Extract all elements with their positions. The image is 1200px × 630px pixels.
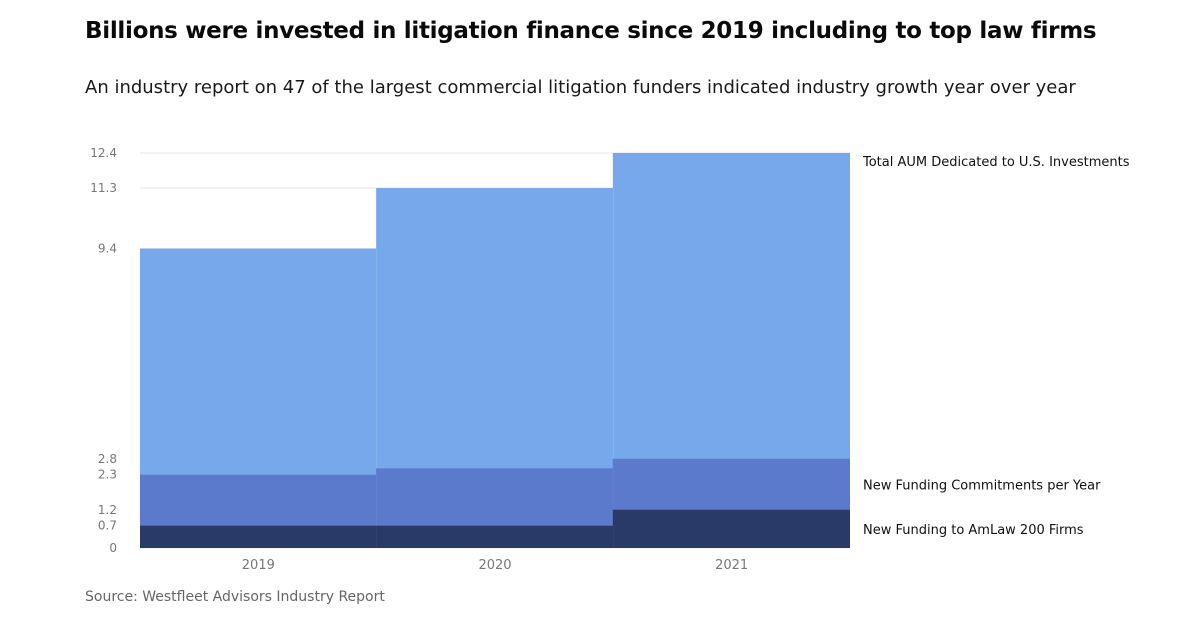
x-tick-label: 2021	[715, 558, 748, 573]
y-tick-label: 0.7	[98, 519, 117, 533]
y-tick-label: 2.3	[98, 468, 117, 482]
y-tick-label: 2.8	[98, 452, 117, 466]
series-new-commitments-label: New Funding Commitments per Year	[863, 478, 1101, 493]
series-total-aum-label: Total AUM Dedicated to U.S. Investments	[862, 155, 1130, 170]
y-tick-label: 1.2	[98, 503, 117, 517]
source-note: Source: Westfleet Advisors Industry Repo…	[85, 589, 385, 605]
series-amlaw-funding-label: New Funding to AmLaw 200 Firms	[863, 523, 1084, 538]
y-tick-label: 11.3	[90, 181, 117, 195]
series-amlaw-funding-step-2020	[376, 525, 614, 548]
chart-title: Billions were invested in litigation fin…	[85, 18, 1097, 44]
series-amlaw-funding-step-2019	[140, 525, 377, 548]
x-tick-label: 2020	[478, 558, 511, 573]
x-tick-label: 2019	[242, 558, 275, 573]
series-amlaw-funding-step-2021	[613, 509, 850, 548]
chart-subtitle: An industry report on 47 of the largest …	[85, 77, 1076, 98]
y-tick-label: 0	[109, 541, 117, 555]
y-tick-label: 12.4	[90, 146, 117, 160]
y-tick-label: 9.4	[98, 242, 117, 256]
